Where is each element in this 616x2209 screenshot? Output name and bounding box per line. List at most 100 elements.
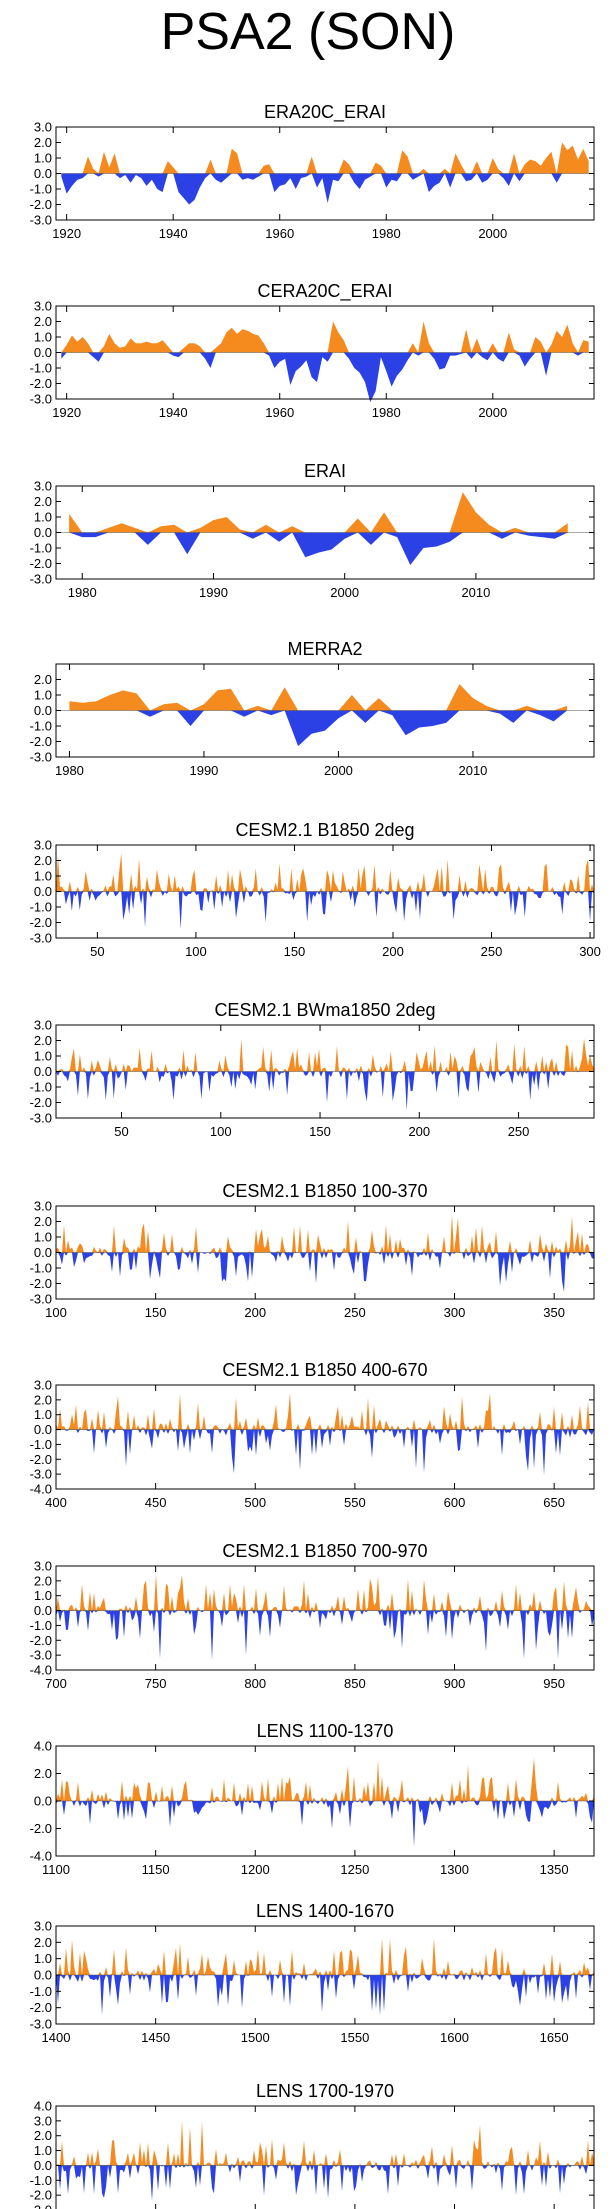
x-tick-label: 200: [408, 1124, 430, 1139]
y-tick-label: -1.0: [30, 1618, 52, 1633]
y-tick-label: 3.0: [34, 1018, 52, 1033]
x-tick-label: 1450: [141, 2030, 170, 2045]
y-tick-label: -2.0: [30, 1452, 52, 1467]
y-tick-label: -2.0: [30, 376, 52, 391]
y-tick-label: 1.0: [34, 1588, 52, 1603]
y-tick-label: 2.0: [34, 314, 52, 329]
y-tick-label: -2.0: [30, 734, 52, 749]
y-tick-label: 2.0: [34, 1392, 52, 1407]
x-tick-label: 550: [344, 1495, 366, 1510]
x-tick-label: 1990: [199, 585, 228, 600]
x-tick-label: 250: [508, 1124, 530, 1139]
y-tick-label: 0.0: [34, 1794, 52, 1809]
y-tick-label: 1.0: [34, 151, 52, 166]
x-tick-label: 450: [145, 1495, 167, 1510]
y-tick-label: -1.0: [30, 182, 52, 197]
y-tick-label: 4.0: [34, 2099, 52, 2114]
x-tick-label: 1980: [55, 763, 84, 778]
negative-area: [69, 710, 568, 747]
chart-title: LENS 1100-1370: [257, 1721, 394, 1741]
chart-title: ERA20C_ERAI: [264, 102, 386, 123]
chart-title: ERAI: [304, 461, 346, 481]
y-tick-label: 1.0: [34, 330, 52, 345]
chart-title: CESM2.1 B1850 2deg: [235, 820, 414, 840]
negative-area: [61, 352, 589, 403]
y-tick-label: -4.0: [30, 1482, 52, 1497]
x-tick-label: 150: [309, 1124, 331, 1139]
y-tick-label: -2.0: [30, 197, 52, 212]
x-tick-label: 2000: [478, 405, 507, 420]
y-tick-label: 2.0: [34, 853, 52, 868]
y-tick-label: -1.0: [30, 1261, 52, 1276]
plot-frame: [55, 1384, 595, 1490]
x-tick-label: 1980: [372, 226, 401, 241]
chart-panel-11: LENS 1400-16703.02.01.00.0-1.0-2.0-3.014…: [30, 1901, 595, 2045]
y-tick-label: 0.0: [34, 166, 52, 181]
chart-title: CERA20C_ERAI: [257, 281, 392, 302]
y-tick-label: -1.0: [30, 719, 52, 734]
x-tick-label: 250: [344, 1305, 366, 1320]
x-tick-label: 1990: [189, 763, 218, 778]
y-tick-label: -1.0: [30, 1984, 52, 1999]
x-tick-label: 350: [543, 1305, 565, 1320]
y-tick-label: -2.0: [30, 1633, 52, 1648]
y-tick-label: 0.0: [34, 345, 52, 360]
y-tick-label: 1.0: [34, 688, 52, 703]
y-tick-label: 0.0: [34, 2158, 52, 2173]
x-tick-label: 800: [244, 1676, 266, 1691]
x-tick-label: 1500: [241, 2030, 270, 2045]
x-tick-label: 100: [45, 1305, 67, 1320]
x-tick-label: 1600: [440, 2030, 469, 2045]
y-tick-label: -2.0: [30, 1821, 52, 1836]
y-tick-label: 3.0: [34, 299, 52, 314]
y-tick-label: 4.0: [34, 1739, 52, 1754]
positive-area: [56, 2120, 594, 2166]
y-tick-label: -3.0: [30, 1648, 52, 1663]
chart-title: LENS 1400-1670: [256, 1901, 394, 1921]
positive-area: [56, 853, 594, 892]
positive-area: [56, 1757, 594, 1801]
y-tick-label: 0.0: [34, 525, 52, 540]
y-tick-label: 0.0: [34, 703, 52, 718]
x-tick-label: 1300: [440, 1862, 469, 1877]
x-tick-label: 600: [444, 1495, 466, 1510]
x-tick-label: 1980: [68, 585, 97, 600]
y-tick-label: -2.0: [30, 2188, 52, 2203]
y-tick-label: 1.0: [34, 1230, 52, 1245]
x-tick-label: 1250: [340, 1862, 369, 1877]
y-tick-label: -3.0: [30, 572, 52, 587]
y-tick-label: 1.0: [34, 2143, 52, 2158]
chart-panel-6: CESM2.1 BWma1850 2deg 3.02.01.00.0-1.0-2.…: [30, 1000, 595, 1139]
x-tick-label: 2010: [458, 763, 487, 778]
y-tick-label: 2.0: [34, 135, 52, 150]
y-tick-label: -3.0: [30, 1467, 52, 1482]
x-tick-label: 100: [210, 1124, 232, 1139]
x-tick-label: 750: [145, 1676, 167, 1691]
chart-title: CESM2.1 B1850 100-370: [222, 1181, 427, 1201]
x-tick-label: 200: [244, 1305, 266, 1320]
negative-area: [56, 1252, 594, 1292]
y-tick-label: 1.0: [34, 1951, 52, 1966]
y-tick-label: 2.0: [34, 1935, 52, 1950]
x-tick-label: 650: [543, 1495, 565, 1510]
y-tick-label: 3.0: [34, 479, 52, 494]
positive-area: [56, 1393, 594, 1430]
y-tick-label: 1.0: [34, 510, 52, 525]
x-tick-label: 2000: [478, 226, 507, 241]
y-tick-label: -1.0: [30, 900, 52, 915]
y-tick-label: 0.0: [34, 884, 52, 899]
negative-area: [56, 891, 594, 930]
y-tick-label: -4.0: [30, 1849, 52, 1864]
positive-area: [61, 321, 589, 353]
x-tick-label: 500: [244, 1495, 266, 1510]
x-tick-label: 2010: [461, 585, 490, 600]
positive-area: [56, 1938, 594, 1975]
chart-title: CESM2.1 BWma1850 2deg: [214, 1000, 435, 1020]
x-tick-label: 1940: [159, 405, 188, 420]
x-tick-label: 1100: [42, 1862, 70, 1877]
chart-title: LENS 1700-1970: [256, 2081, 394, 2101]
negative-area: [56, 1975, 594, 2016]
